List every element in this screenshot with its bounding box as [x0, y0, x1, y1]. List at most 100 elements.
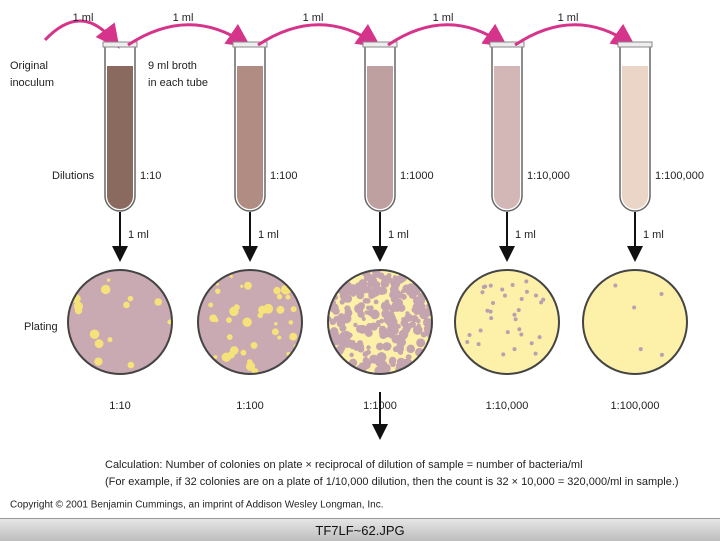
colony	[394, 335, 401, 342]
tube-label: 1:100	[270, 170, 298, 182]
plating-volume: 1 ml	[388, 229, 409, 241]
plate-rim	[454, 269, 560, 375]
colony	[490, 300, 495, 305]
original-label: Original	[10, 60, 48, 72]
colony	[386, 304, 393, 311]
plate-colonies	[68, 270, 172, 374]
colony	[154, 298, 162, 306]
colony	[380, 278, 390, 288]
colony	[357, 282, 365, 290]
colony	[240, 349, 247, 356]
colony	[386, 272, 392, 278]
colony	[244, 281, 252, 290]
colony	[402, 284, 411, 293]
colony	[273, 286, 281, 295]
tube-label: 1:100,000	[655, 170, 704, 182]
colony	[391, 289, 402, 299]
colony	[416, 338, 426, 348]
tube-liquid	[494, 66, 520, 209]
transfer-label: 1 ml	[558, 12, 579, 24]
colony	[400, 319, 409, 327]
tube-liquid	[622, 66, 648, 209]
plate-label: 1:100,000	[611, 400, 660, 412]
colony	[353, 322, 358, 328]
plate-rim	[197, 269, 303, 375]
plate	[583, 270, 687, 374]
colony	[94, 339, 104, 349]
plate-label: 1:100	[236, 400, 264, 412]
colony	[398, 349, 404, 355]
transfer-label: 1 ml	[73, 12, 94, 24]
colony	[123, 301, 130, 309]
colony	[529, 341, 534, 346]
colony	[409, 321, 416, 328]
colony	[489, 316, 494, 321]
colony	[366, 273, 375, 283]
colony	[285, 294, 291, 300]
footer-bar: TF7LF~62.JPG	[0, 518, 720, 541]
tube-label: 1:10,000	[527, 170, 570, 182]
colony	[516, 308, 521, 313]
plating-volume: 1 ml	[258, 229, 279, 241]
tube	[491, 45, 523, 212]
colony	[263, 303, 274, 314]
colony	[467, 333, 472, 338]
colony	[229, 274, 233, 279]
colony	[345, 289, 350, 295]
colony	[347, 332, 353, 338]
colony	[412, 296, 422, 306]
colony	[483, 284, 488, 289]
calculation: Calculation: Number of colonies on plate…	[105, 459, 583, 471]
colony	[517, 327, 522, 332]
original-label: inoculum	[10, 77, 54, 89]
colony	[465, 340, 470, 345]
colony	[500, 287, 505, 292]
colony	[613, 283, 618, 288]
plating-volume: 1 ml	[643, 229, 664, 241]
colony	[519, 296, 524, 301]
colony	[343, 338, 353, 348]
diagram: Original inoculum 9 ml broth in each tub…	[10, 12, 704, 511]
colony	[89, 329, 100, 340]
tube-rim	[489, 41, 525, 48]
colony	[365, 286, 373, 294]
colony	[361, 316, 366, 321]
transfer-arrow	[514, 23, 636, 48]
colony	[290, 306, 297, 313]
colony	[229, 346, 239, 355]
colony	[392, 278, 401, 286]
colony	[366, 360, 372, 366]
tube-label: 1:1000	[400, 170, 434, 182]
colony	[277, 335, 282, 340]
tube-rim	[617, 41, 653, 48]
colony	[336, 315, 342, 321]
plate-colonies	[328, 270, 432, 374]
colony	[400, 333, 407, 340]
colony	[358, 324, 368, 334]
colony	[213, 355, 218, 359]
colony	[512, 347, 517, 352]
colony	[276, 293, 283, 300]
dilutions-label: Dilutions	[52, 170, 95, 182]
colony	[271, 328, 279, 336]
colony	[127, 295, 134, 302]
transfer-label: 1 ml	[303, 12, 324, 24]
transfer-arrow	[257, 23, 381, 48]
colony	[229, 306, 239, 317]
colony	[386, 318, 395, 327]
colony	[392, 275, 398, 280]
colony	[94, 357, 103, 366]
broth-label: 9 ml broth	[148, 60, 197, 72]
colony	[209, 314, 218, 323]
colony	[638, 347, 643, 352]
colony	[375, 342, 384, 351]
colony	[412, 325, 423, 335]
transfer-arrow	[43, 19, 120, 49]
colony	[392, 327, 397, 333]
colony	[289, 332, 298, 341]
colony	[373, 299, 379, 305]
colony	[513, 317, 518, 322]
colony	[512, 312, 517, 317]
broth-label: in each tube	[148, 77, 208, 89]
colony	[426, 321, 432, 330]
